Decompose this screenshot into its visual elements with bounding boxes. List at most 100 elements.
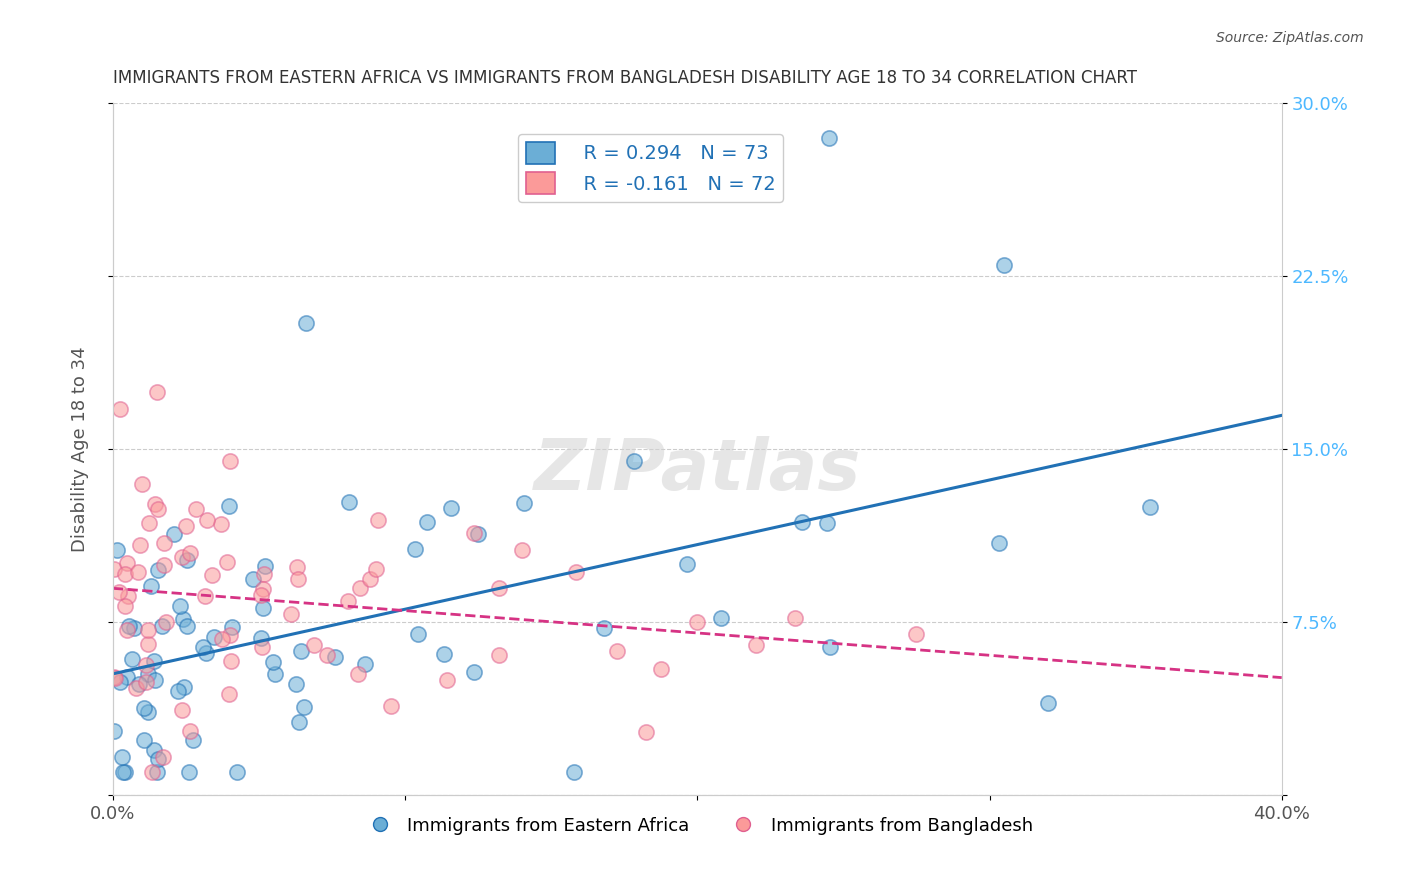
Point: [993, 258, 1015, 272]
Point: [163, 526, 186, 541]
Point: [108, 585, 131, 599]
Point: [380, 698, 402, 713]
Point: [745, 639, 768, 653]
Point: [131, 477, 153, 491]
Point: [295, 316, 318, 330]
Point: [634, 724, 657, 739]
Point: [242, 572, 264, 586]
Point: [135, 674, 157, 689]
Point: [988, 536, 1011, 550]
Point: [347, 666, 370, 681]
Point: [316, 648, 339, 662]
Point: [219, 654, 242, 668]
Point: [103, 670, 125, 684]
Point: [1139, 500, 1161, 514]
Point: [513, 496, 536, 510]
Point: [221, 620, 243, 634]
Point: [176, 553, 198, 567]
Point: [211, 632, 233, 646]
Point: [176, 619, 198, 633]
Point: [218, 687, 240, 701]
Point: [139, 579, 162, 593]
Point: [114, 599, 136, 614]
Point: [176, 518, 198, 533]
Point: [290, 644, 312, 658]
Point: [146, 502, 169, 516]
Point: [114, 567, 136, 582]
Point: [104, 671, 127, 685]
Point: [111, 750, 134, 764]
Point: [285, 560, 308, 574]
Point: [115, 624, 138, 638]
Point: [623, 454, 645, 468]
Point: [675, 557, 697, 571]
Point: [510, 543, 533, 558]
Point: [488, 581, 510, 595]
Point: [172, 612, 194, 626]
Point: [128, 677, 150, 691]
Point: [463, 665, 485, 680]
Point: [114, 765, 136, 780]
Point: [152, 558, 174, 573]
Point: [488, 648, 510, 662]
Point: [179, 546, 201, 560]
Point: [785, 611, 807, 625]
Point: [105, 542, 128, 557]
Point: [686, 615, 709, 630]
Point: [128, 538, 150, 552]
Point: [153, 535, 176, 549]
Point: [292, 699, 315, 714]
Point: [302, 638, 325, 652]
Point: [145, 384, 167, 399]
Point: [143, 673, 166, 688]
Point: [136, 706, 159, 720]
Point: [103, 562, 125, 576]
Point: [179, 724, 201, 739]
Point: [166, 683, 188, 698]
Point: [179, 765, 201, 780]
Point: [136, 623, 159, 637]
Point: [817, 131, 839, 145]
Point: [253, 566, 276, 581]
Point: [209, 516, 232, 531]
Point: [201, 567, 224, 582]
Point: [195, 646, 218, 660]
Point: [367, 513, 389, 527]
Point: [143, 654, 166, 668]
Point: [169, 599, 191, 614]
Point: [818, 640, 841, 655]
Point: [194, 589, 217, 603]
Point: [136, 666, 159, 681]
Point: [124, 681, 146, 695]
Point: [202, 630, 225, 644]
Point: [440, 500, 463, 515]
Point: [135, 658, 157, 673]
Point: [364, 562, 387, 576]
Point: [249, 631, 271, 645]
Point: [122, 620, 145, 634]
Point: [359, 572, 381, 586]
Point: [1036, 696, 1059, 710]
Point: [406, 627, 429, 641]
Point: [183, 733, 205, 747]
Point: [108, 402, 131, 417]
Point: [288, 714, 311, 729]
Point: [337, 494, 360, 508]
Point: [197, 513, 219, 527]
Point: [562, 765, 585, 780]
Point: [146, 765, 169, 780]
Point: [792, 515, 814, 529]
Point: [218, 499, 240, 513]
Y-axis label: Disability Age 18 to 34: Disability Age 18 to 34: [72, 347, 89, 552]
Point: [142, 742, 165, 756]
Point: [219, 627, 242, 641]
Point: [173, 680, 195, 694]
Point: [436, 673, 458, 687]
Point: [148, 563, 170, 577]
Point: [146, 752, 169, 766]
Point: [263, 667, 285, 681]
Point: [127, 565, 149, 579]
Point: [218, 454, 240, 468]
Text: Source: ZipAtlas.com: Source: ZipAtlas.com: [1216, 31, 1364, 45]
Point: [150, 618, 173, 632]
